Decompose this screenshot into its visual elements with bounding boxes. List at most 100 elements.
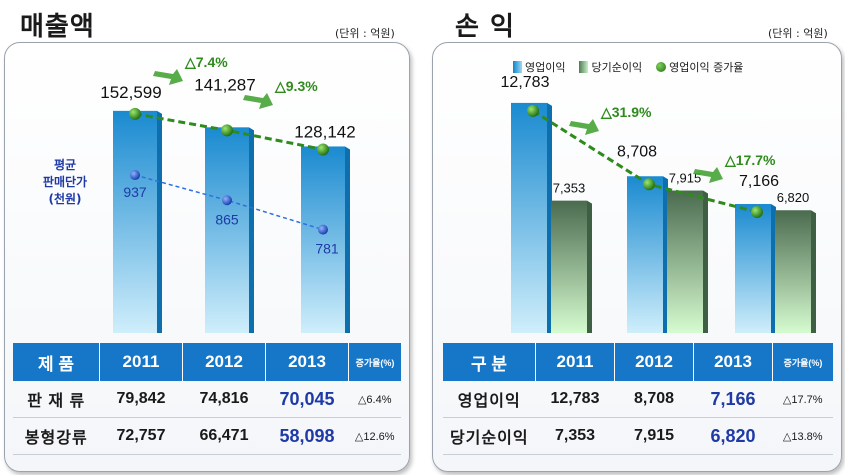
avg-price-point bbox=[222, 195, 232, 206]
sales-value-label: 141,287 bbox=[194, 75, 255, 94]
avg-price-line bbox=[134, 174, 324, 231]
net-income-bar bbox=[667, 190, 703, 333]
net-income-bar-side bbox=[811, 210, 816, 333]
table-cell: 6,820 bbox=[693, 417, 773, 455]
legend-item-operating: 영업이익 bbox=[513, 59, 565, 75]
net-income-bar bbox=[775, 210, 811, 333]
table-row: 판 재 류 79,842 74,816 70,045 △6.4% bbox=[13, 381, 401, 418]
profit-growth-annotation: △31.9% bbox=[600, 104, 652, 120]
profit-col-rate: 증가율(%) bbox=[772, 343, 833, 381]
table-cell: 7,915 bbox=[614, 417, 694, 455]
profit-col-2013: 2013 bbox=[693, 343, 773, 381]
operating-profit-label: 7,166 bbox=[739, 173, 779, 190]
sales-growth-annotation: △7.4% bbox=[184, 54, 228, 70]
sales-bar bbox=[113, 110, 157, 333]
profit-panel: 12,783 8,708 7,166 7,353 7,915 6,820 △31.9% △17… bbox=[432, 42, 842, 472]
table-cell: 7,353 bbox=[535, 417, 615, 455]
row-label: 당기순이익 bbox=[443, 417, 536, 455]
avg-price-label-line1: 평균 bbox=[53, 158, 77, 172]
sales-panel: 152,599 141,287 128,142 △7.4% △9.3% 937 865 781… bbox=[4, 42, 410, 472]
operating-profit-label: 8,708 bbox=[617, 143, 657, 160]
avg-price-label-line2: 판매단가 bbox=[42, 175, 88, 189]
net-income-bar-side bbox=[587, 200, 592, 333]
table-cell: 79,842 bbox=[99, 381, 183, 418]
sales-col-2011: 2011 bbox=[99, 343, 183, 381]
profit-trend-point bbox=[527, 104, 539, 117]
table-cell: 58,098 bbox=[265, 417, 349, 455]
net-income-label: 7,915 bbox=[669, 171, 702, 186]
net-income-bar-side bbox=[703, 190, 708, 333]
sales-bar bbox=[205, 127, 249, 334]
table-cell: △13.8% bbox=[772, 417, 833, 455]
profit-unit: (단위 : 억원) bbox=[768, 27, 828, 40]
legend-label: 당기순이익 bbox=[591, 61, 643, 74]
profit-title: 손 익 bbox=[455, 12, 515, 42]
profit-trend-point bbox=[643, 178, 655, 191]
avg-price-point bbox=[318, 224, 328, 235]
row-label: 영업이익 bbox=[443, 381, 536, 418]
legend-label: 영업이익 bbox=[525, 61, 566, 74]
sales-col-2012: 2012 bbox=[182, 343, 266, 381]
table-cell: △12.6% bbox=[348, 417, 401, 455]
avg-price-label-line3: (천원) bbox=[48, 192, 82, 206]
operating-profit-bar-side bbox=[663, 176, 668, 333]
operating-profit-bar bbox=[735, 204, 771, 333]
table-cell: 74,816 bbox=[182, 381, 266, 418]
table-row: 당기순이익 7,353 7,915 6,820 △13.8% bbox=[443, 417, 833, 455]
legend-label: 영업이익 증가율 bbox=[669, 61, 744, 74]
sales-growth-annotation: △9.3% bbox=[274, 78, 318, 94]
operating-profit-bar-side bbox=[547, 102, 552, 333]
operating-profit-bar bbox=[511, 102, 547, 333]
table-cell: 66,471 bbox=[182, 417, 266, 455]
table-cell: 70,045 bbox=[265, 381, 349, 418]
sales-trend-point bbox=[317, 143, 329, 156]
sales-table-header: 제 품 2011 2012 2013 증가율(%) bbox=[13, 343, 401, 381]
profit-table-header: 구 분 2011 2012 2013 증가율(%) bbox=[443, 343, 833, 381]
net-income-bar bbox=[551, 200, 587, 333]
table-cell: 8,708 bbox=[614, 381, 694, 418]
avg-price-point bbox=[130, 170, 140, 181]
sales-table: 제 품 2011 2012 2013 증가율(%) 판 재 류 79,842 7… bbox=[13, 343, 401, 455]
table-cell: △17.7% bbox=[772, 381, 833, 418]
avg-price-value-label: 865 bbox=[215, 211, 239, 227]
profit-trend-point bbox=[751, 206, 763, 219]
row-label: 봉형강류 bbox=[13, 417, 100, 455]
table-row: 봉형강류 72,757 66,471 58,098 △12.6% bbox=[13, 417, 401, 455]
sales-unit: (단위 : 억원) bbox=[335, 27, 395, 40]
sales-bar-side bbox=[345, 146, 350, 333]
table-cell: △6.4% bbox=[348, 381, 401, 418]
sales-col-rate: 증가율(%) bbox=[348, 343, 401, 381]
avg-price-value-label: 937 bbox=[123, 184, 147, 200]
operating-profit-bar bbox=[627, 176, 663, 333]
trend-arrow-icon bbox=[693, 167, 723, 183]
sales-bar-side bbox=[249, 127, 254, 334]
legend-item-growth: 영업이익 증가율 bbox=[656, 59, 743, 75]
avg-price-label: 평균 판매단가 (천원) bbox=[35, 157, 95, 208]
table-cell: 7,166 bbox=[693, 381, 773, 418]
trend-arrow-icon bbox=[569, 119, 599, 135]
sales-trend-point bbox=[221, 124, 233, 137]
avg-price-value-label: 781 bbox=[315, 241, 339, 257]
sales-title: 매출액 bbox=[20, 12, 95, 42]
sales-bar-side bbox=[157, 110, 162, 333]
net-income-label: 7,353 bbox=[553, 181, 586, 196]
sales-chart: 152,599 141,287 128,142 △7.4% △9.3% 937 865 781 bbox=[100, 54, 356, 334]
profit-chart: 12,783 8,708 7,166 7,353 7,915 6,820 △31.9% △17… bbox=[501, 74, 816, 333]
table-cell: 12,783 bbox=[535, 381, 615, 418]
operating-profit-label: 12,783 bbox=[501, 74, 550, 91]
profit-table: 구 분 2011 2012 2013 증가율(%) 영업이익 12,783 8,… bbox=[443, 343, 833, 455]
net-income-label: 6,820 bbox=[777, 190, 810, 205]
trend-arrow-icon bbox=[243, 93, 273, 109]
legend-dot-icon bbox=[656, 62, 667, 72]
table-row: 영업이익 12,783 8,708 7,166 △17.7% bbox=[443, 381, 833, 418]
profit-col-2012: 2012 bbox=[614, 343, 694, 381]
sales-bar bbox=[301, 146, 345, 333]
legend-swatch-green bbox=[579, 61, 589, 73]
sales-value-label: 128,142 bbox=[294, 122, 355, 141]
profit-col-2011: 2011 bbox=[535, 343, 615, 381]
profit-col-category: 구 분 bbox=[443, 343, 536, 381]
sales-trend-point bbox=[129, 107, 141, 120]
row-label: 판 재 류 bbox=[13, 381, 100, 418]
operating-profit-bar-side bbox=[771, 204, 776, 333]
sales-col-2013: 2013 bbox=[265, 343, 349, 381]
